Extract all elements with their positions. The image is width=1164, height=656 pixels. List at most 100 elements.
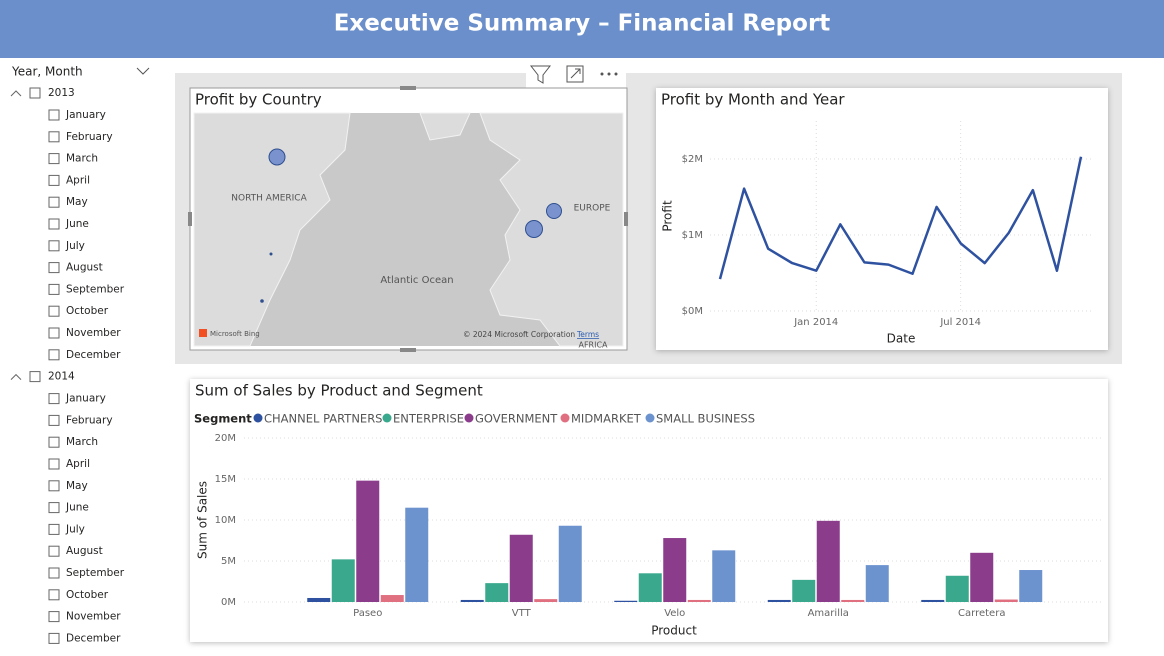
checkbox[interactable] <box>48 458 60 470</box>
checkbox[interactable] <box>48 480 60 492</box>
bar[interactable] <box>460 599 484 602</box>
expand-caret[interactable] <box>10 90 22 97</box>
line-series <box>718 156 1083 280</box>
legend-swatch[interactable] <box>560 413 570 423</box>
month-label: December <box>66 349 121 361</box>
legend-label[interactable]: MIDMARKET <box>571 412 642 426</box>
bing-logo <box>199 329 207 337</box>
checkbox[interactable] <box>29 87 41 99</box>
bar[interactable] <box>485 583 509 602</box>
legend-label[interactable]: SMALL BUSINESS <box>656 412 755 426</box>
legend-swatch[interactable] <box>253 413 263 423</box>
year-label: 2013 <box>48 87 75 99</box>
legend-swatch[interactable] <box>464 413 474 423</box>
month-label: August <box>66 545 103 557</box>
bar[interactable] <box>380 595 404 602</box>
checkbox[interactable] <box>48 393 60 405</box>
expand-caret[interactable] <box>10 373 22 380</box>
y-tick-label: 10M <box>215 515 236 526</box>
bar[interactable] <box>767 599 791 602</box>
bar[interactable] <box>945 575 969 602</box>
filter-icon[interactable] <box>529 65 552 84</box>
bar[interactable] <box>865 565 889 602</box>
visual-header-bg <box>526 60 626 88</box>
bar[interactable] <box>841 599 865 602</box>
legend-label[interactable]: ENTERPRISE <box>393 412 464 426</box>
checkbox[interactable] <box>48 414 60 426</box>
checkbox[interactable] <box>48 131 60 143</box>
bar[interactable] <box>921 599 945 602</box>
checkbox[interactable] <box>48 327 60 339</box>
checkbox[interactable] <box>48 632 60 644</box>
checkbox[interactable] <box>48 283 60 295</box>
bar[interactable] <box>792 579 816 602</box>
bar[interactable] <box>331 559 355 602</box>
legend-label[interactable]: GOVERNMENT <box>475 412 558 426</box>
x-tick-label: VTT <box>512 608 532 619</box>
bar[interactable] <box>307 597 331 602</box>
month-label: March <box>66 153 98 165</box>
bar[interactable] <box>1019 570 1043 602</box>
checkbox[interactable] <box>48 436 60 448</box>
legend-swatch[interactable] <box>382 413 392 423</box>
map-bubble[interactable] <box>525 220 543 238</box>
checkbox[interactable] <box>48 174 60 186</box>
checkbox[interactable] <box>48 218 60 230</box>
map-bubble[interactable] <box>546 203 562 219</box>
map-label: EUROPE <box>574 204 611 214</box>
checkbox[interactable] <box>48 611 60 623</box>
map-attribution: Microsoft Bing <box>210 330 260 338</box>
bar[interactable] <box>816 520 840 602</box>
month-label: June <box>65 502 89 514</box>
checkbox[interactable] <box>48 502 60 514</box>
checkbox[interactable] <box>48 545 60 557</box>
month-label: February <box>66 414 113 426</box>
bar[interactable] <box>405 507 429 602</box>
checkbox[interactable] <box>48 262 60 274</box>
slicer-chevron[interactable] <box>136 67 150 75</box>
checkbox[interactable] <box>29 371 41 383</box>
slicer-title: Year, Month <box>11 65 83 79</box>
bar[interactable] <box>638 573 662 602</box>
bar[interactable] <box>614 600 638 602</box>
checkbox[interactable] <box>48 567 60 579</box>
bar[interactable] <box>687 599 711 602</box>
checkbox[interactable] <box>48 109 60 121</box>
checkbox[interactable] <box>48 240 60 252</box>
map-bubble[interactable] <box>268 148 286 166</box>
y-tick-label: 20M <box>215 433 236 444</box>
bar[interactable] <box>534 599 558 602</box>
x-tick-label: Carretera <box>958 608 1005 619</box>
visual-header <box>526 60 626 88</box>
checkbox[interactable] <box>48 523 60 535</box>
map-bubble[interactable] <box>260 299 264 303</box>
map-title: Profit by Country <box>195 91 322 109</box>
legend-title: Segment <box>194 412 252 426</box>
x-tick-label: Jan 2014 <box>793 317 838 328</box>
bar[interactable] <box>663 538 687 602</box>
focus-icon[interactable] <box>566 65 584 83</box>
checkbox[interactable] <box>48 349 60 361</box>
map-terms[interactable]: Terms <box>576 330 599 339</box>
bar[interactable] <box>712 550 736 602</box>
bar[interactable] <box>994 599 1018 602</box>
checkbox[interactable] <box>48 305 60 317</box>
checkbox[interactable] <box>48 589 60 601</box>
checkbox[interactable] <box>48 196 60 208</box>
more-icon[interactable] <box>600 72 618 76</box>
bar[interactable] <box>356 480 380 602</box>
x-tick-label: Velo <box>664 608 685 619</box>
line-card <box>656 88 1108 350</box>
line-chart: Profit by Month and Year $0M $1M $2M Jan 201… <box>661 91 1092 346</box>
bar[interactable] <box>558 525 582 602</box>
checkbox[interactable] <box>48 153 60 165</box>
month-label: April <box>66 458 90 470</box>
legend-label[interactable]: CHANNEL PARTNERS <box>264 412 382 426</box>
bar[interactable] <box>509 534 533 602</box>
map-bubble[interactable] <box>269 252 273 256</box>
month-label: October <box>66 305 109 317</box>
land-north-america <box>193 112 351 347</box>
bar[interactable] <box>970 552 994 602</box>
legend-swatch[interactable] <box>645 413 655 423</box>
